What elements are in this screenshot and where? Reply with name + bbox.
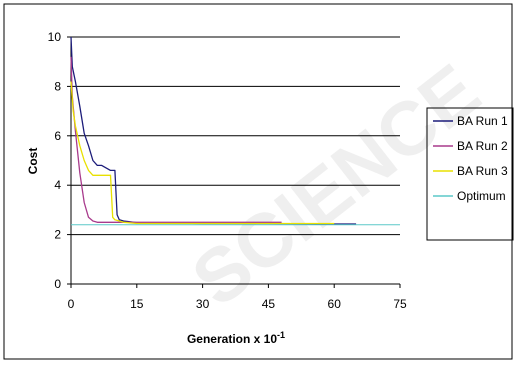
legend-label-ba-run-2: BA Run 2 [457, 139, 508, 153]
x-tick-label: 30 [196, 297, 210, 311]
plot-area: 0 2 4 6 8 10 0 15 30 45 60 75 [48, 30, 407, 311]
y-tick-label: 6 [54, 129, 61, 143]
x-tick-label: 0 [68, 297, 75, 311]
legend-box [426, 107, 514, 241]
chart-frame [3, 3, 513, 360]
legend: BA Run 1 BA Run 2 BA Run 3 Optimum [433, 114, 508, 203]
x-tick-label: 45 [262, 297, 276, 311]
y-axis-title: Cost [26, 148, 40, 175]
y-tick-label: 0 [54, 277, 61, 291]
legend-label-ba-run-3: BA Run 3 [457, 164, 508, 178]
x-axis-title-superscript: -1 [277, 330, 285, 340]
y-tick-label: 10 [48, 30, 62, 44]
y-tick-label: 8 [54, 79, 61, 93]
x-axis-title: Generation x 10-1 [187, 330, 285, 346]
x-tick-label: 75 [393, 297, 407, 311]
y-tick-label: 4 [54, 178, 61, 192]
series-line-ba-run-2 [70, 56, 282, 223]
legend-label-optimum: Optimum [457, 189, 506, 203]
legend-label-ba-run-1: BA Run 1 [457, 114, 508, 128]
series-line-ba-run-3 [70, 81, 335, 225]
x-axis-title-main: Generation x 10 [187, 332, 277, 346]
y-tick-label: 2 [54, 228, 61, 242]
x-tick-label: 60 [328, 297, 342, 311]
x-tick-label: 15 [130, 297, 144, 311]
